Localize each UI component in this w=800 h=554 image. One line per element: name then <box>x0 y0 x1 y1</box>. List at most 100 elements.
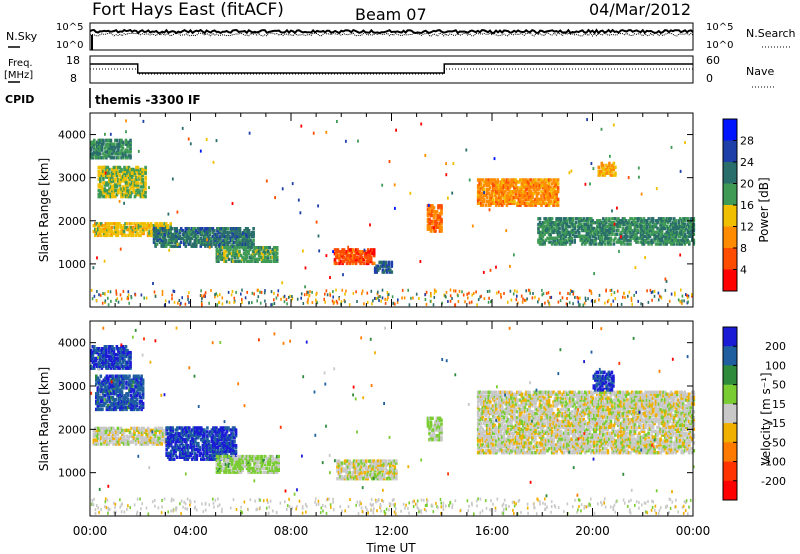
echo-cell <box>538 201 542 205</box>
echo-cell <box>668 219 671 223</box>
echo-cell <box>543 184 546 188</box>
echo-cell <box>116 430 120 434</box>
echo-cell <box>599 236 602 240</box>
echo-cell <box>211 229 215 233</box>
echo-cell <box>250 257 253 261</box>
echo-cell <box>121 233 124 238</box>
echo-cell <box>96 156 99 160</box>
echo-cell <box>681 219 685 223</box>
echo-cell <box>198 229 201 233</box>
echo-cell <box>128 384 131 388</box>
echo-cell <box>112 436 115 440</box>
echo-cell <box>348 248 352 252</box>
echo-cell <box>206 445 209 450</box>
echo-cell <box>133 171 137 175</box>
echo-cell <box>111 156 114 160</box>
echo-cell <box>126 366 129 370</box>
echo-cell <box>104 430 108 434</box>
echo-cell <box>639 226 643 231</box>
echo-cell <box>130 233 133 238</box>
echo-cell <box>97 156 101 160</box>
echo-cell <box>151 442 154 446</box>
echo-cell <box>547 219 551 223</box>
echo-cell <box>130 167 134 172</box>
echo-cell <box>683 240 687 244</box>
ground-scatter-cell <box>264 299 266 303</box>
echo-cell <box>217 227 221 231</box>
echo-cell <box>681 236 685 240</box>
echo-cell <box>221 428 224 432</box>
echo-cell <box>101 407 104 412</box>
ground-scatter-cell <box>473 291 475 295</box>
echo-cell <box>177 438 180 442</box>
ground-scatter-cell <box>203 293 206 297</box>
echo-cell <box>528 188 531 192</box>
echo-cell <box>117 390 121 394</box>
echo-cell <box>171 457 174 461</box>
echo-cell <box>593 242 596 246</box>
echo-cell <box>547 228 551 233</box>
echo-cell <box>195 443 199 448</box>
echo-cell <box>543 240 546 244</box>
echo-cell <box>124 181 128 185</box>
echo-cell <box>629 238 632 242</box>
echo-cell <box>142 193 146 197</box>
echo-cell <box>235 242 239 246</box>
echo-cell <box>141 179 144 183</box>
echo-cell <box>197 432 200 436</box>
echo-cell <box>189 232 192 237</box>
echo-cell <box>227 246 231 250</box>
echo-cell <box>565 221 569 225</box>
echo-cell <box>215 247 219 252</box>
echo-cell <box>387 262 391 266</box>
echo-cell <box>648 224 652 229</box>
echo-cell <box>184 244 188 248</box>
echo-cell <box>136 224 139 228</box>
echo-cell <box>118 183 122 187</box>
echo-cell <box>333 248 337 252</box>
echo-cell <box>139 185 143 189</box>
echo-cell <box>175 438 179 442</box>
echo-cell <box>110 407 113 412</box>
echo-cell <box>133 169 137 174</box>
echo-cell <box>152 227 156 231</box>
echo-cell <box>103 362 107 366</box>
echo-cell <box>118 187 122 191</box>
echo-cell <box>224 470 228 474</box>
echo-cell <box>213 436 217 440</box>
echo-cell <box>335 252 338 256</box>
echo-cell <box>235 253 238 258</box>
echo-cell <box>96 376 100 380</box>
echo-cell <box>552 186 555 190</box>
echo-cell <box>428 223 431 227</box>
echo-cell <box>98 407 101 412</box>
echo-cell <box>141 382 145 386</box>
echo-cell <box>633 226 637 231</box>
echo-cell <box>191 438 194 442</box>
echo-cell <box>154 430 157 434</box>
echo-cell <box>685 224 688 229</box>
echo-cell <box>597 221 601 225</box>
echo-cell <box>375 268 378 272</box>
echo-cell <box>169 441 173 446</box>
echo-cell <box>215 439 218 444</box>
echo-cell <box>96 399 100 404</box>
echo-cell <box>674 236 677 240</box>
echo-cell <box>663 242 667 246</box>
echo-cell <box>102 156 105 160</box>
echo-cell <box>171 426 174 430</box>
echo-cell <box>534 180 537 184</box>
echo-cell <box>650 242 653 246</box>
echo-cell <box>135 403 139 408</box>
echo-cell <box>617 238 620 242</box>
echo-cell <box>106 233 109 238</box>
echo-cell <box>210 244 213 248</box>
echo-cell <box>540 197 543 202</box>
echo-cell <box>635 228 638 233</box>
echo-cell <box>141 386 145 390</box>
echo-cell <box>671 238 674 242</box>
echo-cell <box>224 249 228 254</box>
echo-cell <box>431 225 434 229</box>
echo-cell <box>556 226 560 231</box>
echo-cell <box>138 173 141 177</box>
